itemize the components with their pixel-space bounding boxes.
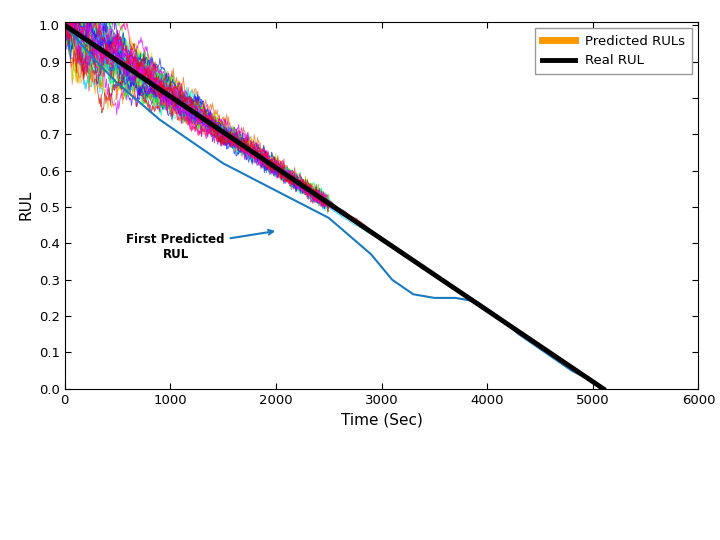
Legend: Predicted RULs, Real RUL: Predicted RULs, Real RUL — [535, 28, 692, 74]
Text: First Predicted
RUL: First Predicted RUL — [127, 230, 273, 261]
Y-axis label: RUL: RUL — [19, 190, 33, 220]
X-axis label: Time (Sec): Time (Sec) — [341, 412, 423, 427]
